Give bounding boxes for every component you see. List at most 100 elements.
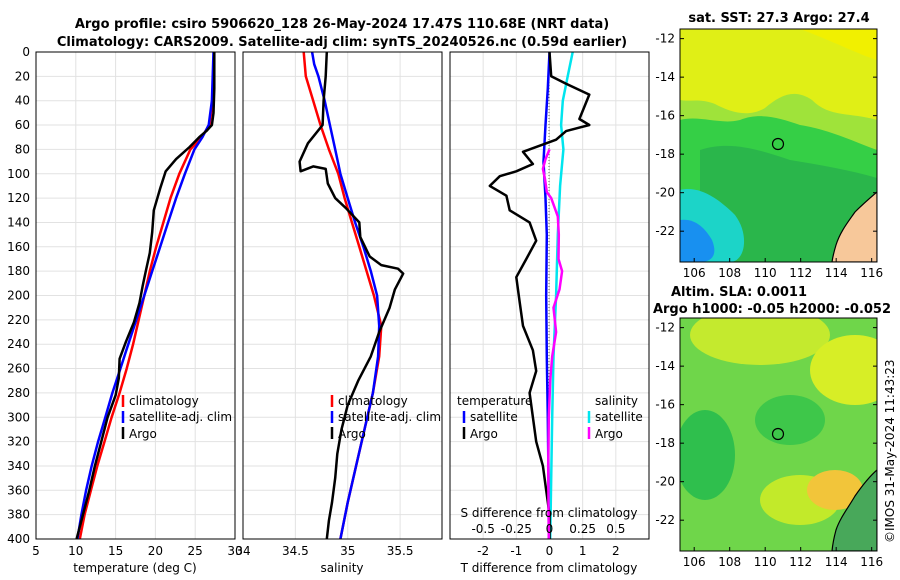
x-tick-label: 0: [546, 522, 554, 536]
map-lon-label: 114: [825, 555, 848, 569]
sla-argo-marker: [771, 427, 785, 441]
figure-title-line2: Climatology: CARS2009. Satellite-adj cli…: [57, 35, 627, 50]
map-lon-label: 110: [754, 555, 777, 569]
difference-panel: -2 -1 0 1 2 -0.5 -0.25 0 0.25 0.5 S difference f…: [449, 51, 650, 575]
series-s-argo: [541, 148, 564, 540]
t-difference-tick-labels: -2 -1 0 1 2: [477, 544, 619, 558]
legend-satellite-label: satellite-adj. clim: [338, 410, 441, 424]
map-lon-label: 106: [683, 266, 706, 280]
depth-tick-label: 320: [7, 435, 30, 449]
x-tick-label: 10: [68, 544, 83, 558]
map-lat-label: -16: [655, 398, 675, 412]
map-lon-label: 116: [860, 266, 883, 280]
sst-land: [831, 191, 877, 262]
depth-tick-label: 160: [7, 240, 30, 254]
x-tick-label: 20: [148, 544, 163, 558]
sst-map-frame: [679, 28, 878, 263]
legend-t-argo-label: Argo: [470, 427, 498, 441]
map-lat-label: -18: [655, 147, 675, 161]
map-lon-label: 112: [789, 555, 812, 569]
depth-tick-label: 360: [7, 483, 30, 497]
depth-tick-label: 280: [7, 386, 30, 400]
legend-t-satellite-label: satellite: [470, 410, 518, 424]
depth-tick-labels: 0 20 40 60 80 100 120 140 160 180 200 220 240 260 280 3…: [7, 45, 30, 546]
difference-legend: temperature satellite Argo salinity sate…: [457, 394, 643, 441]
series-argo: [75, 52, 216, 540]
map-lon-label: 116: [860, 555, 883, 569]
sla-map-title-line2: Argo h1000: -0.05 h2000: -0.052: [653, 302, 891, 317]
map-lat-label: -12: [655, 321, 675, 335]
x-tick-label: 1: [579, 544, 587, 558]
x-tick-label: 35: [340, 544, 355, 558]
sst-yellow-patch: [800, 29, 877, 60]
sst-map-title: sat. SST: 27.3 Argo: 27.4: [688, 11, 869, 26]
series-argo: [298, 51, 405, 540]
series-t-argo: [488, 51, 591, 539]
temperature-axis-label: temperature (deg C): [73, 561, 196, 575]
x-tick-label: -0.25: [501, 522, 532, 536]
difference-axes-frame: [449, 51, 650, 540]
sst-field: [680, 29, 877, 262]
depth-tick-label: 60: [15, 118, 30, 132]
salinity-panel: 34 34.5 35 35.5 salinity climatology satell…: [235, 51, 443, 575]
sla-map-title-line1: Altim. SLA: 0.0011: [671, 285, 807, 300]
depth-tick-label: 220: [7, 313, 30, 327]
depth-tick-label: 260: [7, 362, 30, 376]
salinity-series: [298, 51, 405, 540]
sst-map-panel: sat. SST: 27.3 Argo: 27.4 106 108 110 112 11…: [655, 11, 883, 280]
temperature-legend: climatology satellite-adj. clim Argo: [121, 394, 232, 441]
map-lat-label: -14: [655, 359, 675, 373]
map-lat-label: -18: [655, 436, 675, 450]
legend-temperature-title: temperature: [457, 394, 532, 408]
sst-warm-north: [680, 29, 877, 120]
t-difference-axis-label: T difference from climatology: [460, 561, 638, 575]
sla-high-north: [690, 318, 830, 365]
temperature-grid: [36, 52, 235, 539]
depth-tick-label: 120: [7, 191, 30, 205]
depth-tick-label: 300: [7, 410, 30, 424]
legend-climatology-label: climatology: [129, 394, 199, 408]
x-tick-label: 34.5: [282, 544, 309, 558]
sla-map-frame: [679, 317, 878, 552]
salinity-grid: [243, 52, 442, 539]
series-s-satellite: [548, 51, 574, 540]
sla-low-centre: [755, 395, 825, 445]
depth-tick-label: 80: [15, 142, 30, 156]
x-tick-label: 25: [188, 544, 203, 558]
legend-climatology-label: climatology: [338, 394, 408, 408]
s-difference-axis-label: S difference from climatology: [461, 506, 638, 520]
x-tick-label: 5: [32, 544, 40, 558]
x-tick-label: 2: [612, 544, 620, 558]
map-lon-label: 112: [789, 266, 812, 280]
depth-tick-label: 100: [7, 167, 30, 181]
sla-orange-patch: [807, 470, 863, 510]
x-tick-label: -0.5: [471, 522, 494, 536]
map-lat-label: -20: [655, 475, 675, 489]
sla-high-east: [810, 335, 877, 405]
legend-s-satellite-label: satellite: [595, 410, 643, 424]
x-tick-label: 0: [546, 544, 554, 558]
imos-timestamp: ©IMOS 31-May-2024 11:43:23: [883, 359, 897, 543]
depth-tick-label: 140: [7, 215, 30, 229]
map-lat-label: -22: [655, 224, 675, 238]
depth-tick-label: 240: [7, 337, 30, 351]
x-tick-label: -1: [510, 544, 522, 558]
map-lon-label: 108: [718, 266, 741, 280]
x-tick-label: 34: [235, 544, 250, 558]
sla-field: [680, 318, 877, 551]
difference-series: [488, 51, 591, 540]
depth-tick-label: 20: [15, 69, 30, 83]
depth-tick-label: 0: [22, 45, 30, 59]
sst-argo-marker: [771, 137, 785, 151]
sla-land: [831, 469, 877, 551]
depth-tick-label: 40: [15, 94, 30, 108]
map-lat-label: -14: [655, 70, 675, 84]
temperature-tick-labels: 5 10 15 20 25 30: [32, 544, 242, 558]
salinity-axis-label: salinity: [320, 561, 363, 575]
temperature-series: [75, 51, 216, 540]
figure-title-line1: Argo profile: csiro 5906620_128 26-May-2…: [75, 17, 609, 32]
x-tick-label: 0.5: [606, 522, 625, 536]
sla-map-panel: Altim. SLA: 0.0011 Argo h1000: -0.05 h20…: [653, 285, 891, 569]
x-tick-label: 35.5: [387, 544, 414, 558]
